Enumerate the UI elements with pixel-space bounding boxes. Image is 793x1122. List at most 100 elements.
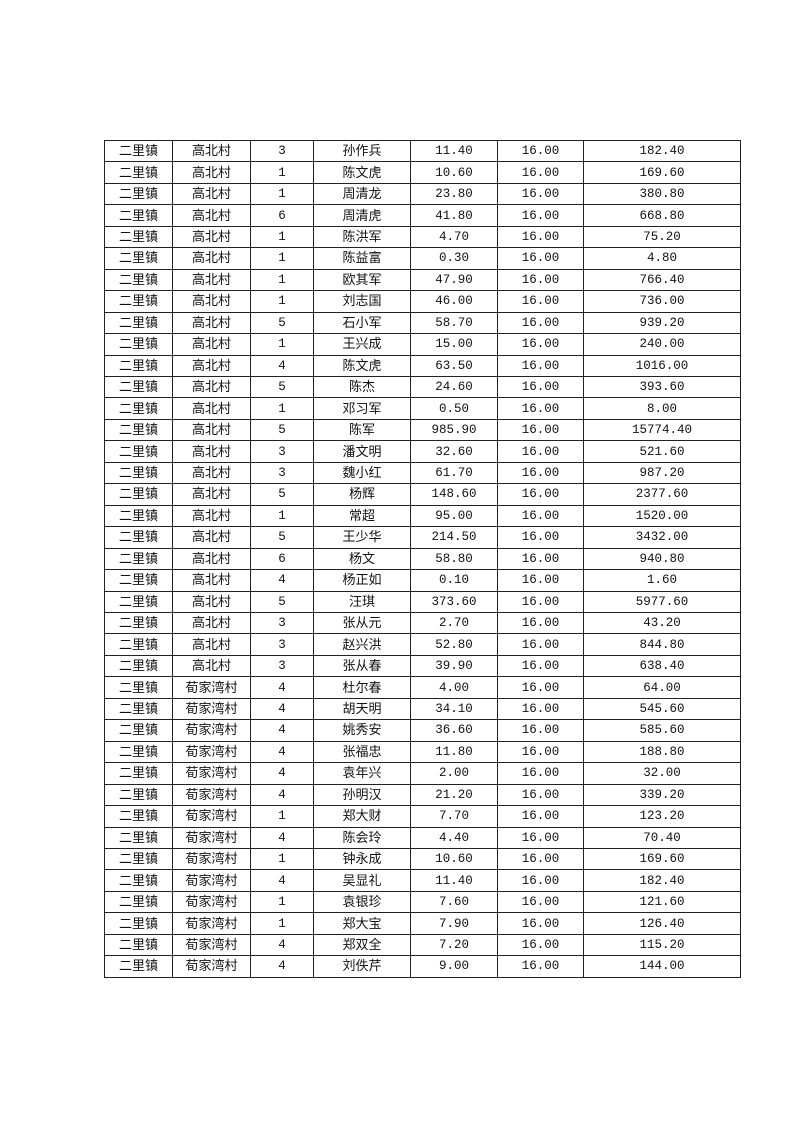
village-cell: 荀家湾村 [172, 912, 251, 935]
amount-cell: 169.60 [583, 161, 741, 184]
rate-cell: 16.00 [497, 354, 584, 377]
table-row: 二里镇 荀家湾村 4 刘佚芹 9.00 16.00 144.00 [104, 955, 741, 978]
town-cell: 二里镇 [104, 890, 173, 914]
name-cell: 陈文虎 [313, 354, 411, 377]
group-cell: 5 [250, 311, 314, 335]
rate-cell: 16.00 [497, 461, 584, 485]
table-row: 二里镇 高北村 5 杨辉 148.60 16.00 2377.60 [104, 483, 741, 506]
area-cell: 7.70 [410, 805, 498, 828]
name-cell: 赵兴洪 [313, 633, 411, 656]
name-cell: 陈军 [313, 418, 411, 442]
name-cell: 周清龙 [313, 182, 411, 206]
town-cell: 二里镇 [104, 654, 173, 678]
rate-cell: 16.00 [497, 526, 584, 549]
town-cell: 二里镇 [104, 397, 173, 420]
area-cell: 46.00 [410, 290, 498, 313]
name-cell: 陈会玲 [313, 826, 411, 849]
group-cell: 1 [250, 890, 314, 914]
rate-cell: 16.00 [497, 847, 584, 871]
village-cell: 荀家湾村 [172, 805, 251, 828]
amount-cell: 940.80 [583, 547, 741, 571]
area-cell: 34.10 [410, 697, 498, 721]
town-cell: 二里镇 [104, 719, 173, 742]
area-cell: 95.00 [410, 504, 498, 528]
area-cell: 2.70 [410, 611, 498, 635]
rate-cell: 16.00 [497, 504, 584, 528]
amount-cell: 188.80 [583, 740, 741, 764]
rate-cell: 16.00 [497, 569, 584, 592]
name-cell: 张从春 [313, 654, 411, 678]
village-cell: 高北村 [172, 547, 251, 571]
town-cell: 二里镇 [104, 504, 173, 528]
town-cell: 二里镇 [104, 676, 173, 699]
area-cell: 0.10 [410, 569, 498, 592]
table-row: 二里镇 高北村 1 邓习军 0.50 16.00 8.00 [104, 397, 741, 420]
name-cell: 邓习军 [313, 397, 411, 420]
town-cell: 二里镇 [104, 633, 173, 656]
area-cell: 11.40 [410, 869, 498, 892]
village-cell: 高北村 [172, 654, 251, 678]
town-cell: 二里镇 [104, 290, 173, 313]
amount-cell: 15774.40 [583, 418, 741, 442]
table-row: 二里镇 高北村 3 孙作兵 11.40 16.00 182.40 [104, 139, 741, 163]
name-cell: 袁银珍 [313, 890, 411, 914]
amount-cell: 126.40 [583, 912, 741, 935]
area-cell: 63.50 [410, 354, 498, 377]
name-cell: 胡天明 [313, 697, 411, 721]
name-cell: 杨辉 [313, 483, 411, 506]
group-cell: 4 [250, 719, 314, 742]
name-cell: 王兴成 [313, 333, 411, 356]
rate-cell: 16.00 [497, 375, 584, 399]
table-row: 二里镇 高北村 4 杨正如 0.10 16.00 1.60 [104, 569, 741, 592]
area-cell: 214.50 [410, 526, 498, 549]
town-cell: 二里镇 [104, 847, 173, 871]
group-cell: 3 [250, 440, 314, 463]
town-cell: 二里镇 [104, 440, 173, 463]
town-cell: 二里镇 [104, 805, 173, 828]
group-cell: 1 [250, 504, 314, 528]
village-cell: 荀家湾村 [172, 826, 251, 849]
town-cell: 二里镇 [104, 418, 173, 442]
village-cell: 荀家湾村 [172, 933, 251, 957]
rate-cell: 16.00 [497, 333, 584, 356]
town-cell: 二里镇 [104, 268, 173, 292]
area-cell: 10.60 [410, 847, 498, 871]
table-row: 二里镇 荀家湾村 4 胡天明 34.10 16.00 545.60 [104, 697, 741, 721]
area-cell: 7.20 [410, 933, 498, 957]
name-cell: 汪琪 [313, 590, 411, 613]
amount-cell: 4.80 [583, 247, 741, 270]
group-cell: 3 [250, 611, 314, 635]
area-cell: 10.60 [410, 161, 498, 184]
rate-cell: 16.00 [497, 225, 584, 249]
rate-cell: 16.00 [497, 933, 584, 957]
rate-cell: 16.00 [497, 247, 584, 270]
town-cell: 二里镇 [104, 354, 173, 377]
group-cell: 6 [250, 204, 314, 227]
rate-cell: 16.00 [497, 139, 584, 163]
area-cell: 23.80 [410, 182, 498, 206]
town-cell: 二里镇 [104, 955, 173, 978]
name-cell: 孙明汉 [313, 783, 411, 807]
village-cell: 高北村 [172, 418, 251, 442]
table-row: 二里镇 高北村 3 赵兴洪 52.80 16.00 844.80 [104, 633, 741, 656]
rate-cell: 16.00 [497, 590, 584, 613]
amount-cell: 1016.00 [583, 354, 741, 377]
group-cell: 3 [250, 461, 314, 485]
table-row: 二里镇 高北村 3 魏小红 61.70 16.00 987.20 [104, 461, 741, 485]
rate-cell: 16.00 [497, 869, 584, 892]
village-cell: 高北村 [172, 182, 251, 206]
group-cell: 1 [250, 247, 314, 270]
town-cell: 二里镇 [104, 375, 173, 399]
town-cell: 二里镇 [104, 247, 173, 270]
rate-cell: 16.00 [497, 418, 584, 442]
name-cell: 杜尔春 [313, 676, 411, 699]
name-cell: 姚秀安 [313, 719, 411, 742]
village-cell: 高北村 [172, 354, 251, 377]
village-cell: 荀家湾村 [172, 719, 251, 742]
rate-cell: 16.00 [497, 762, 584, 785]
town-cell: 二里镇 [104, 311, 173, 335]
table-row: 二里镇 高北村 1 欧其军 47.90 16.00 766.40 [104, 268, 741, 292]
town-cell: 二里镇 [104, 139, 173, 163]
name-cell: 魏小红 [313, 461, 411, 485]
group-cell: 1 [250, 397, 314, 420]
